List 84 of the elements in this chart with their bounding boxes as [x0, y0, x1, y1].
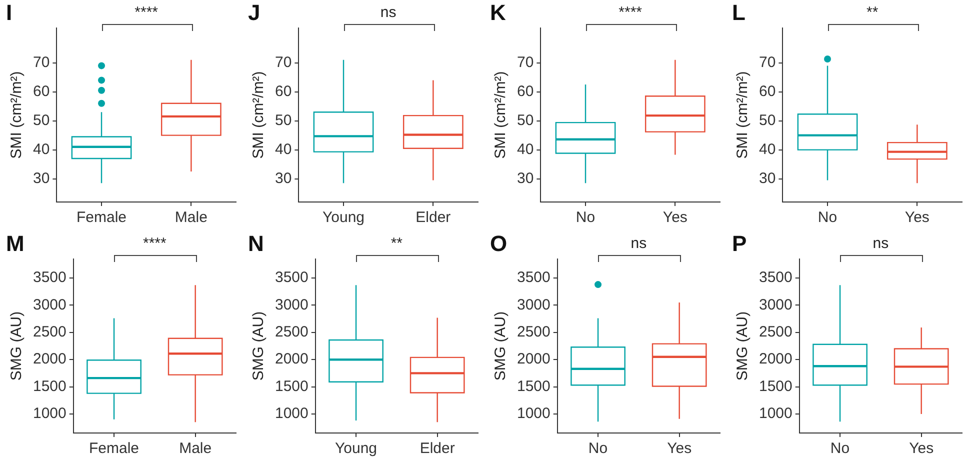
y-tick-label: 50 [32, 112, 50, 129]
y-tick-label: 3500 [274, 269, 308, 286]
x-tick-label: Yes [909, 440, 934, 458]
y-axis-title: SMI (cm²/m²) [492, 71, 510, 159]
text: ns [380, 4, 396, 21]
text: ns [630, 235, 647, 252]
y-tick-label: 30 [32, 170, 50, 187]
text: **** [134, 4, 158, 21]
y-tick-label: 50 [516, 112, 534, 129]
y-tick-label: 3500 [32, 269, 66, 286]
y-tick-label: 3000 [274, 296, 308, 314]
y-tick-label: 70 [758, 54, 776, 71]
x-tick-label: Male [174, 209, 208, 226]
text: **** [142, 235, 166, 252]
y-tick-label: 3500 [758, 269, 792, 286]
x-tick-label: No [576, 209, 596, 226]
y-tick-label: 30 [758, 170, 776, 187]
y-tick-label: 1500 [32, 378, 66, 395]
x-tick-label: Yes [667, 440, 692, 458]
y-tick-label: 3000 [32, 296, 66, 314]
y-tick-label: 40 [758, 140, 776, 158]
y-axis-title: SMI (cm²/m²) [8, 71, 26, 159]
chart-title: I [6, 0, 12, 26]
chart-title: J [248, 0, 260, 26]
y-tick-label: 40 [32, 140, 50, 158]
y-tick-label: 40 [516, 140, 534, 158]
y-tick-label: 3000 [758, 296, 792, 314]
y-tick-label: 40 [274, 140, 292, 158]
y-tick-label: 60 [516, 82, 534, 100]
y-tick-label: 2000 [516, 350, 550, 368]
y-tick-label: 1000 [758, 405, 792, 422]
y-tick-label: 2500 [758, 324, 792, 341]
y-tick-label: 1500 [516, 378, 550, 395]
y-tick-label: 2500 [274, 324, 308, 341]
y-tick-label: 1000 [516, 405, 550, 422]
y-axis-title: SMG (AU) [250, 311, 268, 381]
text: ns [872, 235, 889, 252]
text: ** [866, 4, 878, 21]
y-tick-label: 2000 [32, 350, 66, 368]
y-tick-label: 2000 [274, 350, 308, 368]
y-tick-label: 1500 [758, 378, 792, 395]
chart-title: L [732, 0, 746, 26]
text: **** [618, 4, 642, 21]
x-tick-label: Elder [416, 209, 451, 226]
y-tick-label: 1000 [32, 405, 66, 422]
y-tick-label: 50 [274, 112, 292, 129]
chart-title: M [6, 231, 24, 257]
y-axis-title: SMG (AU) [8, 311, 26, 381]
y-tick-label: 70 [274, 54, 292, 71]
x-tick-label: Yes [904, 209, 930, 226]
y-tick-label: 1500 [274, 378, 308, 395]
y-tick-label: 60 [32, 82, 50, 100]
chart-title: P [732, 231, 747, 257]
y-axis-title: SMG (AU) [492, 311, 510, 381]
y-tick-label: 50 [758, 112, 776, 129]
y-tick-label: 70 [32, 54, 50, 71]
x-tick-label: No [818, 209, 838, 226]
y-tick-label: 3000 [516, 296, 550, 314]
x-tick-label: Female [76, 209, 127, 226]
y-tick-label: 30 [516, 170, 534, 187]
y-axis-title: SMI (cm²/m²) [734, 71, 752, 159]
y-tick-label: 2500 [32, 324, 66, 341]
chart-title: K [490, 0, 506, 26]
y-tick-label: 2500 [516, 324, 550, 341]
x-tick-label: Young [322, 209, 365, 226]
y-axis-title: SMI (cm²/m²) [250, 71, 268, 159]
x-tick-label: No [588, 440, 608, 458]
y-tick-label: 3500 [516, 269, 550, 286]
y-axis-title: SMG (AU) [734, 311, 752, 381]
x-tick-label: Male [179, 440, 212, 458]
x-tick-label: No [830, 440, 850, 458]
chart-title: O [490, 231, 508, 257]
x-tick-label: Female [89, 440, 140, 458]
x-tick-label: Yes [662, 209, 688, 226]
y-tick-label: 60 [758, 82, 776, 100]
x-tick-label: Elder [420, 440, 455, 458]
y-tick-label: 1000 [274, 405, 308, 422]
y-tick-label: 30 [274, 170, 292, 187]
y-tick-label: 70 [516, 54, 534, 71]
text: ** [390, 235, 403, 252]
chart-title: N [248, 231, 264, 257]
y-tick-label: 60 [274, 82, 292, 100]
y-tick-label: 2000 [758, 350, 792, 368]
x-tick-label: Young [335, 440, 378, 458]
